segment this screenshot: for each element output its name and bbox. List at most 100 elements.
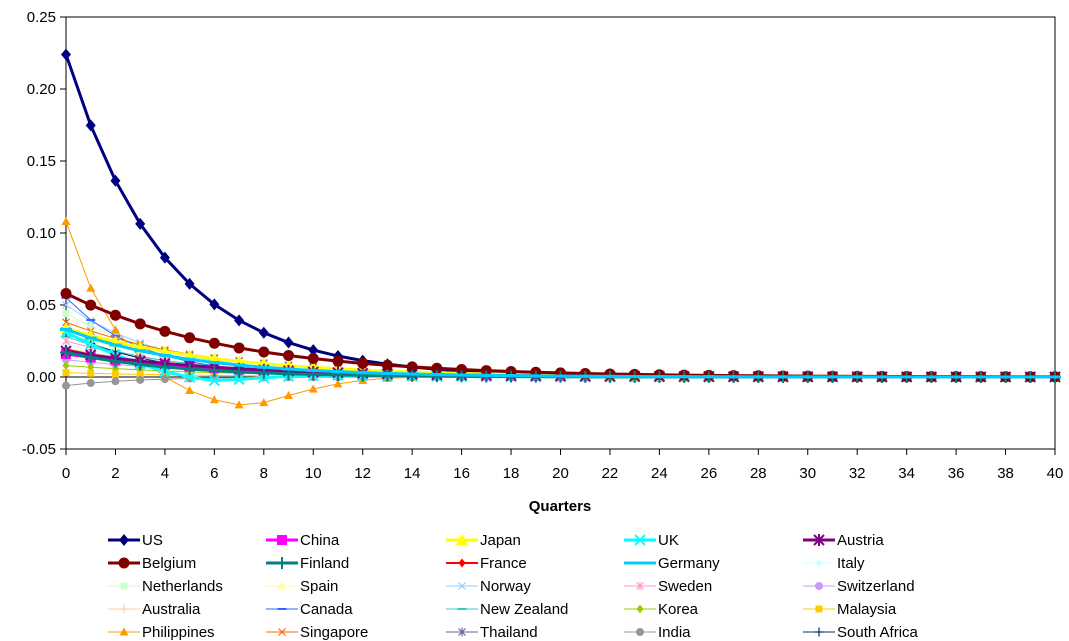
series-layer <box>60 48 1061 409</box>
data-point <box>134 358 147 371</box>
legend-marker <box>814 627 824 637</box>
data-point <box>62 301 70 309</box>
x-tick-label: 22 <box>602 465 619 482</box>
legend-item: Australia <box>108 601 201 618</box>
x-axis-title: Quarters <box>529 498 592 515</box>
legend-item: Austria <box>803 532 884 549</box>
x-tick-label: 14 <box>404 465 421 482</box>
legend-marker <box>458 627 466 637</box>
legend-item: Italy <box>803 555 865 572</box>
legend-label: South Africa <box>837 624 919 641</box>
x-tick-label: 24 <box>651 465 668 482</box>
legend-label: Austria <box>837 532 884 549</box>
legend-item: Finland <box>266 555 349 572</box>
data-point <box>258 326 269 339</box>
data-point <box>406 369 419 382</box>
legend-item: France <box>446 555 527 572</box>
x-tick-label: 36 <box>948 465 965 482</box>
data-point <box>111 370 119 378</box>
data-point <box>308 344 319 357</box>
x-tick-label: 26 <box>701 465 718 482</box>
data-point <box>259 398 269 407</box>
data-point <box>60 287 72 299</box>
data-point <box>109 309 121 321</box>
legend-item: Thailand <box>446 624 538 641</box>
x-tick-label: 12 <box>354 465 371 482</box>
plot-area <box>65 16 1056 450</box>
x-tick-label: 2 <box>111 465 119 482</box>
legend-item: Singapore <box>266 624 368 641</box>
legend-label: France <box>480 555 527 572</box>
data-point <box>135 217 146 230</box>
data-point <box>184 332 196 344</box>
data-point <box>110 325 120 334</box>
data-point <box>209 298 220 311</box>
data-point <box>60 346 72 359</box>
data-point <box>109 355 122 368</box>
data-point <box>283 350 295 362</box>
legend-label: Norway <box>480 578 531 595</box>
x-tick-label: 10 <box>305 465 322 482</box>
data-point <box>85 119 96 132</box>
legend-label: Switzerland <box>837 578 915 595</box>
x-tick-label: 30 <box>799 465 816 482</box>
data-point <box>233 373 245 386</box>
data-point <box>85 299 97 311</box>
legend-marker <box>815 582 823 590</box>
data-point <box>357 357 369 369</box>
y-tick-label: 0.15 <box>27 153 56 170</box>
data-point <box>284 391 294 400</box>
legend-marker <box>815 558 823 568</box>
data-point <box>257 366 270 379</box>
legend-item: India <box>624 624 691 641</box>
legend-item: Switzerland <box>803 578 915 595</box>
x-tick-label: 6 <box>210 465 218 482</box>
data-point <box>62 360 70 370</box>
x-tick-label: 8 <box>260 465 268 482</box>
legend-item: New Zealand <box>446 601 568 618</box>
data-point <box>136 375 145 384</box>
data-point <box>208 374 221 387</box>
x-tick-label: 38 <box>997 465 1014 482</box>
data-point <box>208 364 221 377</box>
data-point <box>233 365 246 378</box>
data-point <box>208 337 220 349</box>
legend-marker <box>119 604 129 614</box>
legend-label: US <box>142 532 163 549</box>
legend-marker <box>636 604 644 614</box>
legend-marker <box>456 534 468 545</box>
legend-item: Japan <box>446 532 521 549</box>
data-point <box>159 251 170 264</box>
legend-label: Australia <box>142 601 201 618</box>
x-tick-label: 20 <box>552 465 569 482</box>
legend-item: South Africa <box>803 624 919 641</box>
legend-marker <box>120 582 128 590</box>
legend-label: Japan <box>480 532 521 549</box>
data-point <box>332 355 344 367</box>
legend-label: India <box>658 624 691 641</box>
legend-marker <box>278 628 286 636</box>
legend-item: UK <box>624 532 679 549</box>
data-point <box>61 48 71 61</box>
x-tick-label: 34 <box>898 465 915 482</box>
x-axis: 0 2 4 6 8 10 12 14 16 18 20 22 24 26 28 30 32 34 36 38 40 <box>62 449 1064 482</box>
legend-marker <box>277 581 287 590</box>
legend-marker <box>458 558 466 568</box>
data-point <box>85 338 97 350</box>
data-point <box>62 369 70 377</box>
legend-item: Belgium <box>108 555 196 572</box>
legend-marker <box>118 557 130 569</box>
legend-marker <box>119 627 129 636</box>
data-point <box>136 370 144 378</box>
data-point <box>159 325 171 337</box>
x-tick-label: 40 <box>1047 465 1064 482</box>
data-point <box>406 361 418 373</box>
data-point <box>381 369 394 382</box>
legend-marker <box>636 628 644 636</box>
y-tick-label: 0.05 <box>27 297 56 314</box>
data-point <box>333 379 343 388</box>
legend-label: Thailand <box>480 624 538 641</box>
y-tick-label: 0.20 <box>27 81 56 98</box>
legend-marker <box>277 535 287 545</box>
